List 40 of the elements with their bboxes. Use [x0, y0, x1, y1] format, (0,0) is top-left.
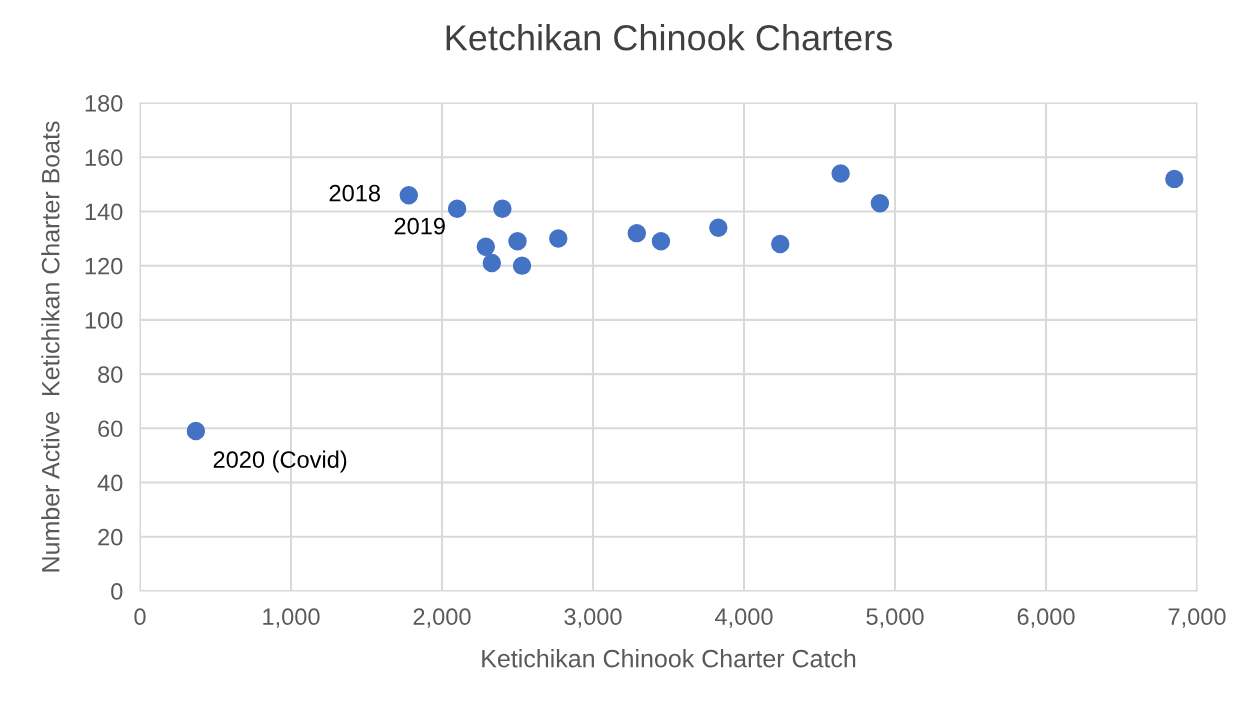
- y-tick-label: 40: [97, 474, 123, 492]
- point: [627, 223, 646, 243]
- point: [870, 194, 890, 213]
- point: [508, 232, 527, 251]
- x-tick-label: 0: [134, 608, 146, 626]
- x-axis-title: Ketichikan Chinook Charter Catch: [482, 649, 856, 668]
- point: [399, 185, 418, 205]
- y-tick-label: 140: [85, 203, 123, 221]
- y-tick-label: 180: [85, 95, 123, 112]
- x-tick-label: 2,000: [413, 608, 471, 628]
- point: [709, 218, 728, 237]
- point: [771, 234, 790, 254]
- y-tick-label: 60: [98, 420, 123, 438]
- y-tick-label: 120: [85, 257, 123, 275]
- point: [493, 199, 512, 218]
- x-tick-label: 5,000: [866, 608, 924, 628]
- x-tick-label: 4,000: [715, 608, 773, 628]
- y-tick-label: 160: [85, 149, 123, 167]
- annotation: 2019: [394, 217, 445, 235]
- y-axis-title: Number Active Ketichikan Charter Boats: [41, 121, 60, 572]
- x-tick-label: 7,000: [1168, 608, 1226, 628]
- y-tick-label: 20: [98, 528, 123, 546]
- point: [186, 421, 206, 441]
- point: [651, 232, 671, 251]
- chart-title: Ketchikan Chinook Charters: [446, 24, 893, 51]
- point: [447, 199, 467, 218]
- y-tick-label: 80: [98, 366, 123, 383]
- point: [482, 253, 502, 273]
- point: [512, 256, 532, 275]
- y-tick-label: 100: [85, 311, 123, 329]
- point: [476, 237, 495, 256]
- annotation: 2018: [329, 184, 380, 202]
- x-tick-label: 3,000: [564, 608, 622, 628]
- annotation: 2020 (Covid): [213, 450, 347, 473]
- point: [831, 164, 850, 183]
- y-tick-label: 0: [111, 583, 123, 600]
- point: [1165, 169, 1184, 189]
- x-tick-label: 6,000: [1017, 608, 1075, 628]
- point: [549, 229, 568, 248]
- x-tick-label: 1,000: [263, 608, 320, 628]
